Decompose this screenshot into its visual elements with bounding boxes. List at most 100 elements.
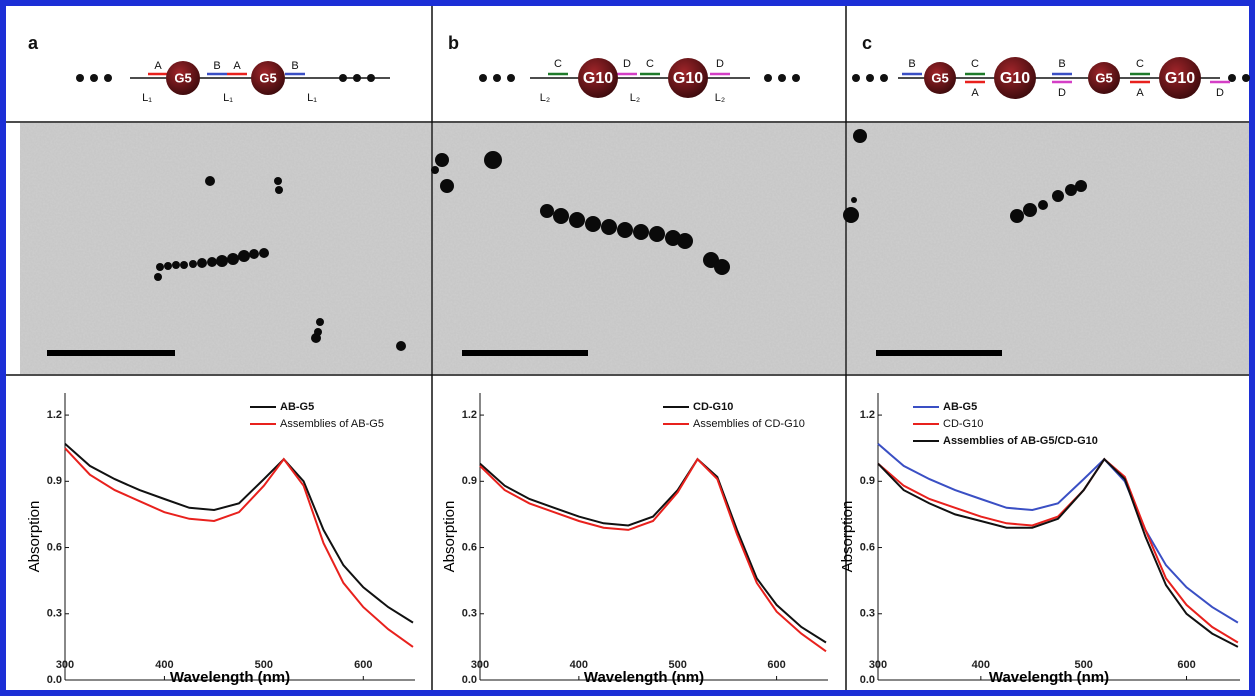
x-tick-label: 500 [1075,659,1093,671]
series-line [877,443,1239,624]
particle [227,253,239,265]
particle [714,259,730,275]
particle [275,186,283,194]
linker-label: L₁ [223,92,233,104]
linker-label: B [908,58,915,70]
legend-label: CD-G10 [943,418,983,430]
particle [164,262,172,270]
linker-label: D [1216,87,1224,99]
particle [440,179,454,193]
x-axis-label: Wavelength (nm) [170,669,290,686]
gold-particle [994,57,1036,99]
ellipsis-dot [104,74,112,82]
particle [853,129,867,143]
x-tick-label: 500 [669,659,687,671]
particle [274,177,282,185]
linker-label: D [716,58,724,70]
particle [617,222,633,238]
particle [569,212,585,228]
particle-label: G10 [1000,70,1030,87]
particle [1010,209,1024,223]
y-tick-label: 1.2 [860,409,875,421]
y-axis-label: Absorption [441,501,458,573]
y-tick-label: 1.2 [47,409,62,421]
gold-particle [166,61,200,95]
particle [1065,184,1077,196]
ellipsis-dot [90,74,98,82]
panel-label: a [28,33,39,53]
particle [484,151,502,169]
particle [435,153,449,167]
series-line [479,457,827,644]
particle [553,208,569,224]
ellipsis-dot [479,74,487,82]
particle [1052,190,1064,202]
ellipsis-dot [866,74,874,82]
scale-bar [47,350,175,356]
linker-label: C [1136,58,1144,70]
y-tick-label: 0.6 [860,541,875,553]
particle [189,260,197,268]
particle [1023,203,1037,217]
gold-particle [251,61,285,95]
x-tick-label: 600 [354,659,372,671]
particle [677,233,693,249]
tem-images [20,123,1249,374]
x-tick-label: 500 [255,659,273,671]
legend-label: CD-G10 [693,401,733,413]
x-tick-label: 300 [56,659,74,671]
particle [316,318,324,326]
legend-label: AB-G5 [280,401,314,413]
y-tick-label: 0.3 [860,608,875,620]
particle-label: G5 [931,70,948,85]
particle [156,263,164,271]
y-tick-label: 0.6 [47,541,62,553]
particle [649,226,665,242]
legend-label: AB-G5 [943,401,977,413]
ellipsis-dot [764,74,772,82]
linker-label: A [1136,87,1144,99]
linker-label: C [554,58,562,70]
x-tick-label: 600 [767,659,785,671]
tem-texture [433,123,845,374]
particle [259,248,269,258]
x-tick-label: 400 [570,659,588,671]
x-tick-label: 400 [155,659,173,671]
linker-label: B [291,60,298,72]
y-tick-label: 0.9 [462,475,477,487]
linker-label: C [971,58,979,70]
linker-label: B [213,60,220,72]
x-tick-label: 300 [471,659,489,671]
legend-label: Assemblies of CD-G10 [693,418,805,430]
particle-label: G10 [583,70,613,87]
scale-bar [876,350,1002,356]
x-tick-label: 600 [1177,659,1195,671]
particle [585,216,601,232]
linker-label: A [971,87,979,99]
y-tick-label: 0.0 [47,674,62,686]
y-tick-label: 0.9 [860,475,875,487]
scale-bar [462,350,588,356]
particle-label: G10 [673,70,703,87]
particle [311,333,321,343]
ellipsis-dot [493,74,501,82]
linker-label: A [233,60,241,72]
y-tick-label: 0.0 [860,674,875,686]
x-axis-label: Wavelength (nm) [989,669,1109,686]
ellipsis-dot [852,74,860,82]
linker-label: L₁ [142,92,152,104]
ellipsis-dot [76,74,84,82]
y-tick-label: 0.9 [47,475,62,487]
particle-label: G5 [174,70,191,85]
particle-label: G10 [1165,70,1195,87]
ellipsis-dot [1228,74,1236,82]
y-tick-label: 0.6 [462,541,477,553]
y-tick-label: 1.2 [462,409,477,421]
particle [207,257,217,267]
particle [1075,180,1087,192]
particle [601,219,617,235]
panel-label: c [862,33,872,53]
x-axis-label: Wavelength (nm) [584,669,704,686]
linker-label: D [623,58,631,70]
